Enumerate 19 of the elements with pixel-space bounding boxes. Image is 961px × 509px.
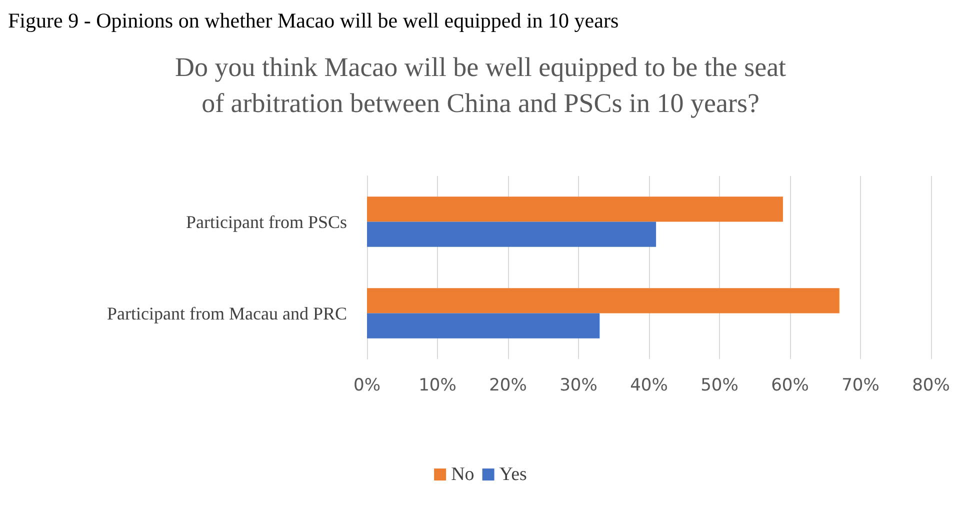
x-tick-label: 70% xyxy=(842,376,880,396)
bar xyxy=(367,222,656,247)
y-tick-label: Participant from Macau and PRC xyxy=(107,303,347,324)
chart-title: Do you think Macao will be well equipped to be the seat of arbitration between China and PSCs in 10 years? xyxy=(174,52,787,118)
bar xyxy=(367,196,783,222)
caption: Figure 9 - Opinions on whether Macao will be well equipped in 10 years xyxy=(8,8,619,32)
x-tick-label: 80% xyxy=(912,376,950,396)
x-tick-label: 50% xyxy=(700,376,738,396)
bar xyxy=(367,313,600,338)
legend-label: Yes xyxy=(499,464,527,485)
legend-label: No xyxy=(451,464,474,485)
x-tick-label: 60% xyxy=(771,376,809,396)
y-tick-label: Participant from PSCs xyxy=(186,212,347,232)
x-tick-label: 0% xyxy=(354,376,380,396)
x-tick-label: 10% xyxy=(418,376,456,396)
bar xyxy=(367,288,840,314)
x-tick-label: 20% xyxy=(489,376,527,396)
x-tick-label: 30% xyxy=(560,376,598,396)
x-tick-label: 40% xyxy=(630,376,668,396)
